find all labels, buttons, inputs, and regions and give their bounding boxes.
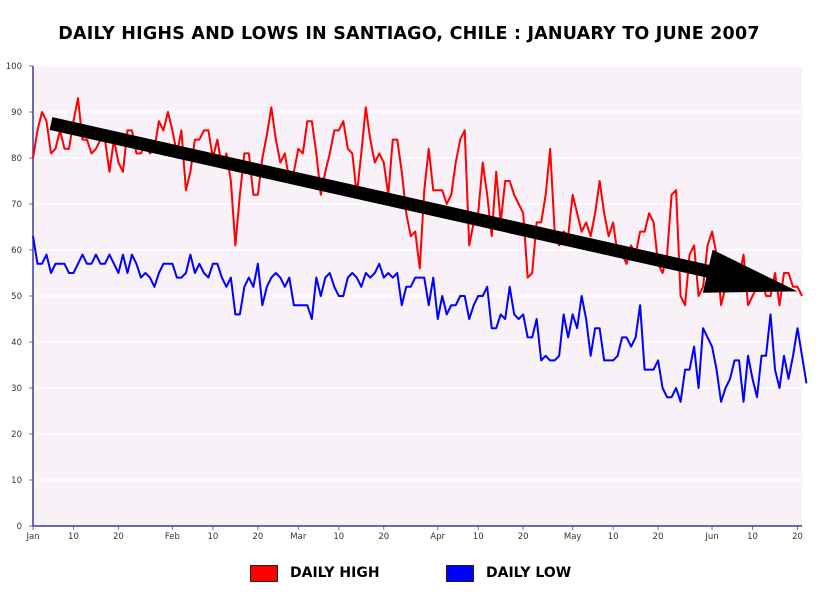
y-tick-label: 90 [11,108,22,118]
x-tick-label: Mar [290,532,307,542]
y-tick-label: 70 [11,200,22,210]
x-tick-label: May [564,532,582,542]
legend-swatch-low [446,564,474,582]
x-tick-label: Jan [25,532,39,542]
chart-title: DAILY HIGHS AND LOWS IN SANTIAGO, CHILE … [58,24,760,44]
y-tick-label: 80 [11,154,22,164]
trend-arrow-shaft [49,117,717,280]
legend-label-high: DAILY HIGH [290,565,380,581]
series-line-low [32,236,808,403]
x-tick-label: 10 [747,532,758,542]
x-tick-label: 10 [207,532,218,542]
x-tick-label: 10 [68,532,79,542]
x-tick-label: Feb [165,532,180,542]
y-tick-label: 30 [11,384,22,394]
x-tick-label: Apr [430,532,445,542]
x-tick-label: 10 [608,532,619,542]
x-tick-label: 20 [252,532,263,542]
legend-label-low: DAILY LOW [486,565,572,581]
legend-item-high: DAILY HIGH [250,563,380,583]
y-tick-label: 0 [17,522,22,532]
x-tick-label: 10 [333,532,344,542]
y-tick-label: 20 [11,430,22,440]
y-tick-label: 60 [11,246,22,256]
y-tick-label: 40 [11,338,22,348]
y-tick-label: 10 [11,476,22,486]
x-tick-label: 20 [653,532,664,542]
x-tick-label: 20 [378,532,389,542]
legend-swatch-high [250,564,278,582]
trend-arrow-head [702,249,798,293]
legend-item-low: DAILY LOW [446,563,571,583]
x-tick-label: 20 [792,532,803,542]
series-line-high [32,97,803,307]
x-tick-label: Jun [704,532,718,542]
y-tick-label: 100 [6,62,22,72]
x-tick-label: 20 [113,532,124,542]
x-tick-label: 20 [518,532,529,542]
x-tick-label: 10 [473,532,484,542]
y-tick-label: 50 [11,292,22,302]
